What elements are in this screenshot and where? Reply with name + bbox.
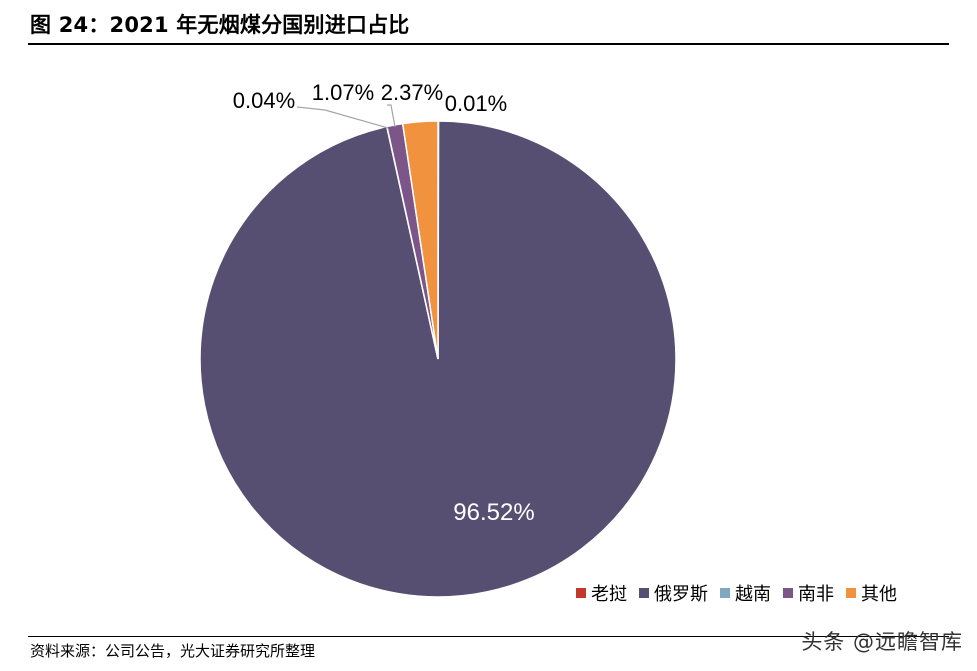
legend-label: 老挝 — [591, 584, 627, 605]
legend-item: 南非 — [783, 580, 834, 606]
legend-label: 越南 — [735, 584, 771, 605]
title-rule — [28, 43, 949, 45]
data-label: 96.52% — [453, 499, 534, 526]
legend-label: 南非 — [798, 584, 834, 605]
legend-label: 其他 — [861, 584, 897, 605]
legend-item: 其他 — [846, 580, 897, 606]
figure-title: 图 24：2021 年无烟煤分国别进口占比 — [30, 13, 410, 37]
legend-swatch — [576, 588, 586, 598]
legend-item: 越南 — [720, 580, 771, 606]
data-label: 0.01% — [445, 91, 507, 116]
leader-line — [387, 104, 396, 128]
legend-swatch — [639, 588, 649, 598]
legend-item: 老挝 — [576, 580, 627, 606]
legend-swatch — [846, 588, 856, 598]
legend-label: 俄罗斯 — [654, 584, 708, 605]
data-label: 2.37% — [381, 80, 443, 105]
source-note: 资料来源：公司公告，光大证券研究所整理 — [30, 642, 316, 660]
source-rule — [28, 636, 949, 637]
legend-swatch — [720, 588, 730, 598]
data-label: 1.07% — [312, 80, 374, 105]
leader-line — [296, 106, 389, 129]
chart-legend: 老挝 俄罗斯 越南 南非 其他 — [576, 580, 909, 606]
watermark: 头条 @远瞻智库 — [801, 630, 963, 654]
data-label: 0.04% — [233, 88, 295, 113]
legend-swatch — [783, 588, 793, 598]
slice-other — [401, 120, 439, 360]
legend-item: 俄罗斯 — [639, 580, 708, 606]
